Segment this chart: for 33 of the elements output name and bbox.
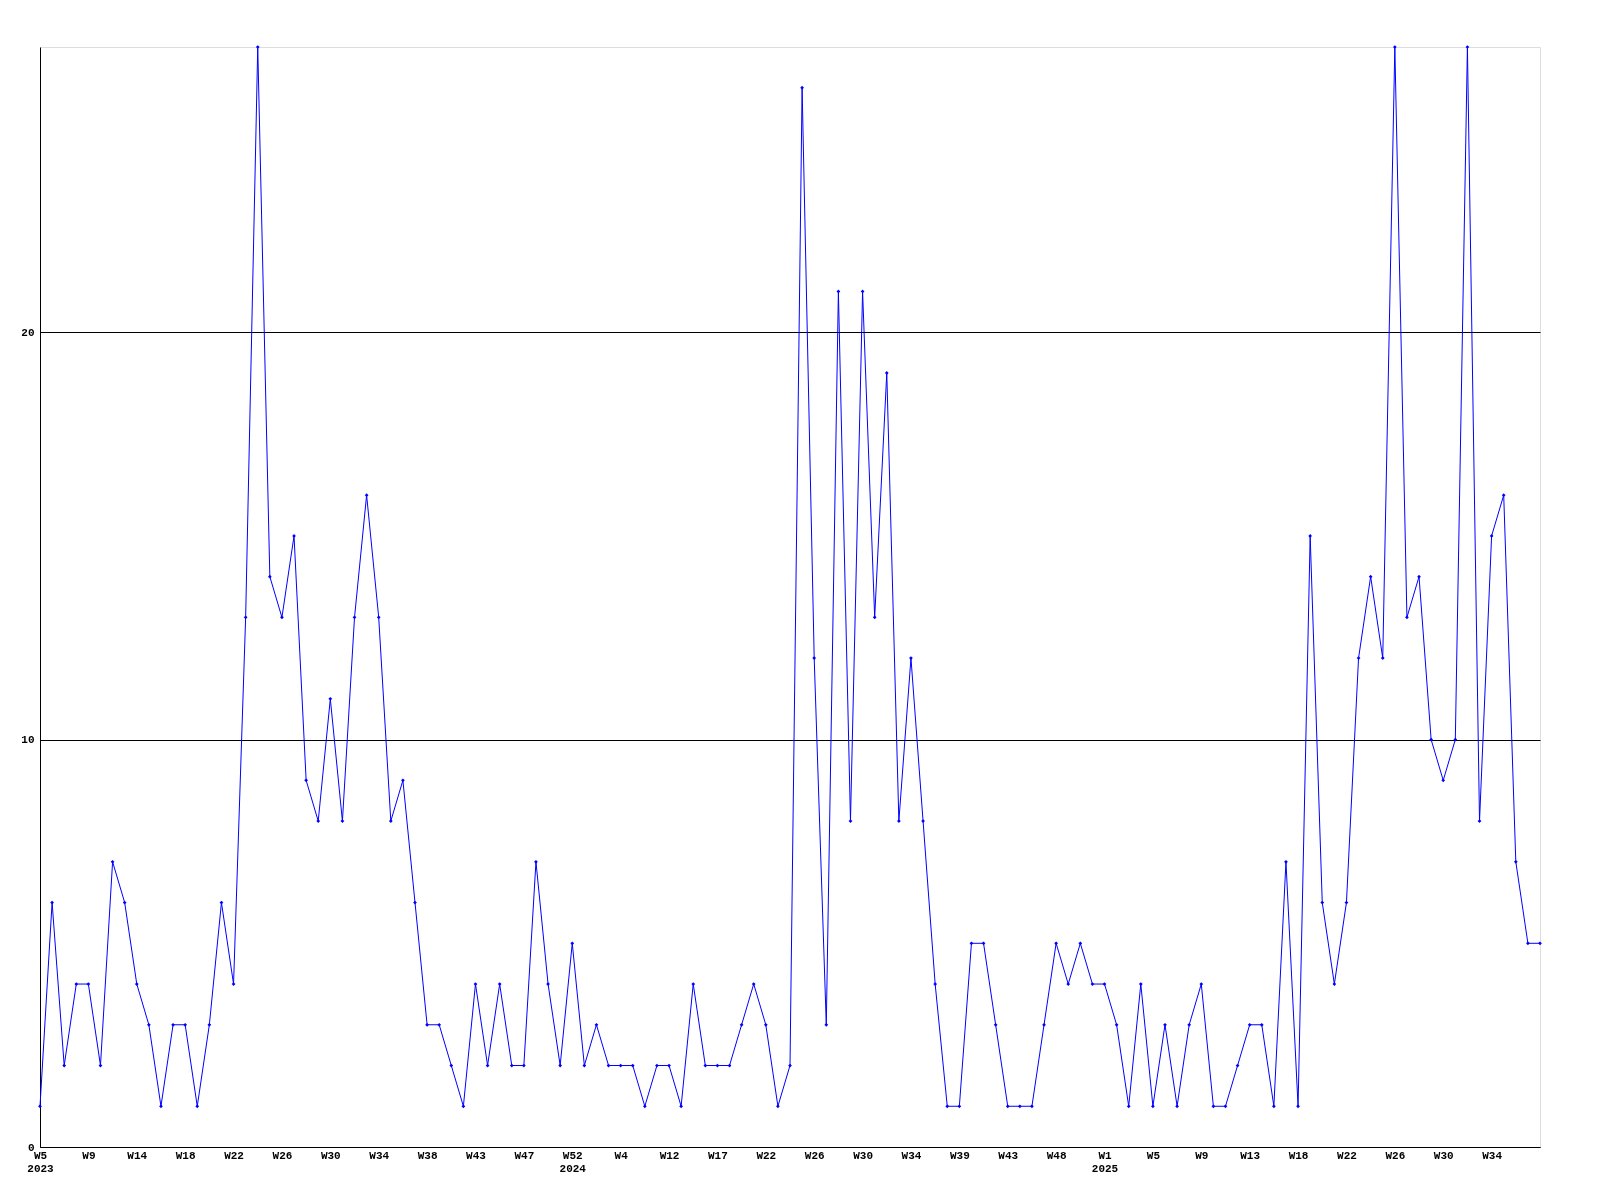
x-tick-label: W26 <box>804 1149 825 1162</box>
x-tick-label: W47 <box>514 1149 535 1162</box>
x-tick-label: W12 <box>659 1149 680 1162</box>
x-tick-label: W43 <box>998 1149 1019 1162</box>
x-tick-label: W14 <box>127 1149 148 1162</box>
x-tick-label: W34 <box>369 1149 390 1162</box>
x-tick-label: W38 <box>417 1149 438 1162</box>
x-tick-label: W30 <box>853 1149 873 1162</box>
x-tick-label: W34 <box>901 1149 922 1162</box>
x-tick-label: W1 2025 <box>1091 1149 1119 1175</box>
x-tick-label: W5 <box>1146 1149 1161 1162</box>
x-tick-label: W48 <box>1046 1149 1067 1162</box>
x-tick-label: W39 <box>949 1149 970 1162</box>
y-tick-label: 20 <box>21 326 35 339</box>
x-tick-label: W17 <box>708 1149 728 1162</box>
x-tick-label: W30 <box>1433 1149 1454 1162</box>
x-tick-label: W13 <box>1240 1149 1261 1162</box>
y-tick-label: 0 <box>27 1141 35 1154</box>
x-tick-label: W4 <box>614 1149 629 1162</box>
x-tick-label: W26 <box>1385 1149 1406 1162</box>
x-tick-label: W26 <box>272 1149 293 1162</box>
x-tick-label: W9 <box>1195 1149 1209 1162</box>
x-tick-label: W43 <box>466 1149 487 1162</box>
x-tick-label: W18 <box>1288 1149 1309 1162</box>
x-tick-label: W22 <box>756 1149 777 1162</box>
x-tick-label: W22 <box>1337 1149 1357 1162</box>
y-tick-label: 10 <box>21 734 35 747</box>
x-tick-label: W9 <box>82 1149 96 1162</box>
x-tick-label: W34 <box>1482 1149 1503 1162</box>
x-tick-label: W30 <box>320 1149 341 1162</box>
x-tick-label: W18 <box>175 1149 196 1162</box>
x-tick-label: W52 2024 <box>559 1149 587 1175</box>
x-tick-label: W22 <box>224 1149 244 1162</box>
